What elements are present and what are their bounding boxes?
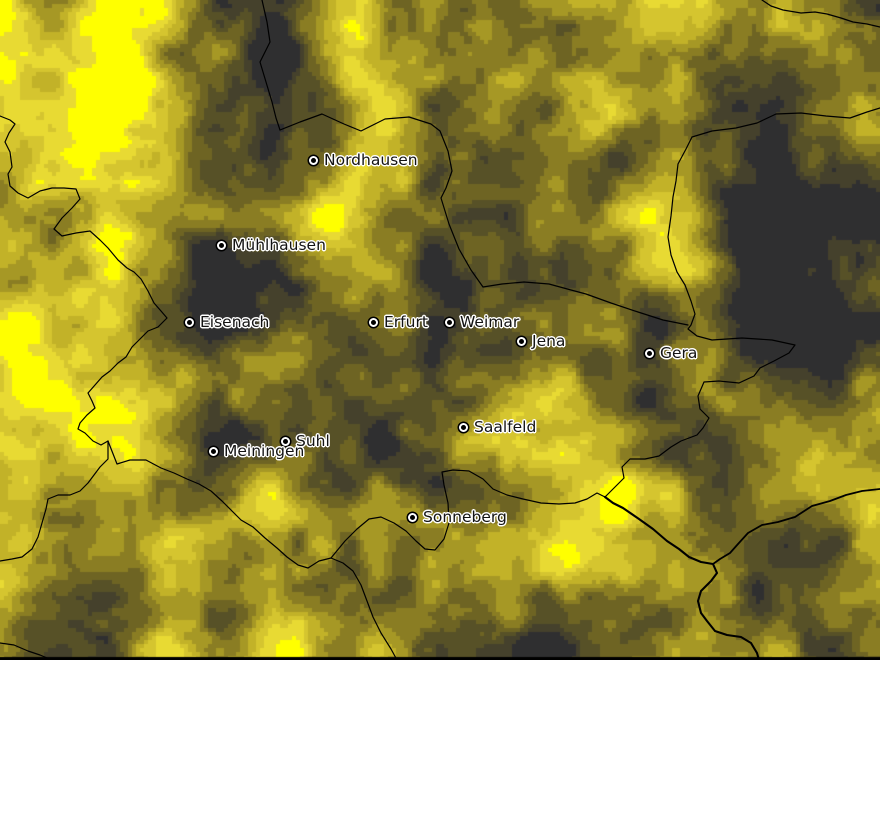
city-dot-meiningen xyxy=(208,446,218,456)
city-dot-sonneberg xyxy=(407,512,417,522)
border-west xyxy=(0,115,168,446)
state-borders-overlay xyxy=(0,0,880,660)
border-north xyxy=(279,113,689,326)
footer: Gesamtbewölkung (in %) Di, 21.04.2026 16… xyxy=(0,660,880,830)
city-marker-layer: Nordhausen Mühlhausen Eisenach Erfurt Weimar… xyxy=(184,151,698,526)
border-south-west xyxy=(107,440,398,660)
border-se-thick xyxy=(603,495,761,660)
border-tr-corner xyxy=(761,0,880,28)
city-label-gera: Gera xyxy=(660,344,698,362)
city-label-jena: Jena xyxy=(532,332,566,350)
city-label-meiningen: Meiningen xyxy=(224,442,305,460)
border-ne-to-edge xyxy=(691,107,880,138)
city-label-sonneberg: Sonneberg xyxy=(423,508,507,526)
border-sw xyxy=(0,440,109,562)
city-label-nordhausen: Nordhausen xyxy=(324,151,418,169)
city-label-weimar: Weimar xyxy=(460,313,520,331)
city-label-eisenach: Eisenach xyxy=(200,313,270,331)
city-dot-saalfeld xyxy=(458,422,468,432)
city-dot-erfurt xyxy=(368,317,378,327)
border-east xyxy=(604,136,796,498)
border-bl-corner xyxy=(0,642,53,660)
border-sonneberg-salient xyxy=(330,469,606,559)
border-right-join xyxy=(712,488,880,565)
city-label-mhlhausen: Mühlhausen xyxy=(232,236,326,254)
city-dot-nordhausen xyxy=(308,155,318,165)
border-nw-vertical xyxy=(259,0,281,131)
city-label-suhl: Suhl xyxy=(296,432,330,450)
city-dot-mhlhausen xyxy=(216,240,226,250)
city-label-erfurt: Erfurt xyxy=(384,313,428,331)
city-label-saalfeld: Saalfeld xyxy=(474,418,537,436)
city-dot-suhl xyxy=(280,436,290,446)
city-dot-gera xyxy=(644,348,654,358)
city-dot-jena xyxy=(516,336,526,346)
city-dot-weimar xyxy=(444,317,454,327)
map-region: Nordhausen Mühlhausen Eisenach Erfurt Weimar… xyxy=(0,0,880,660)
city-dot-eisenach xyxy=(184,317,194,327)
